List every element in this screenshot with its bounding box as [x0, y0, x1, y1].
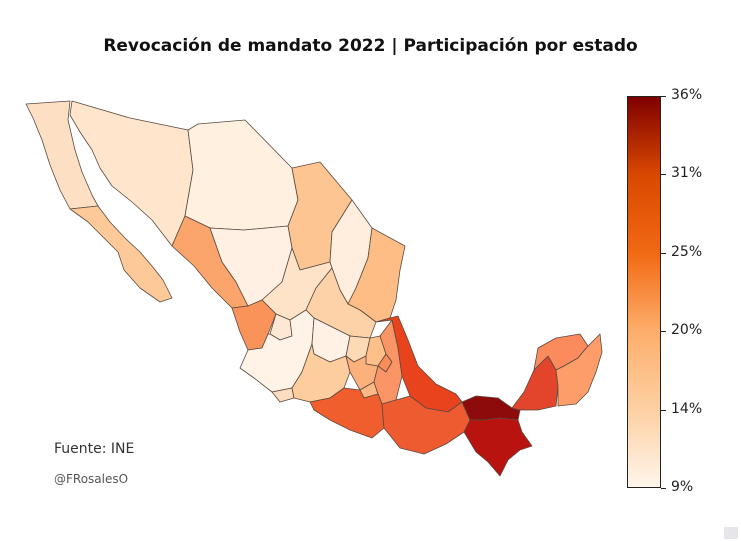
tick-mark	[661, 174, 666, 176]
region-quintana-roo	[555, 333, 603, 407]
source-label: Fuente: INE	[54, 441, 135, 457]
region-jalisco	[239, 309, 315, 393]
region-sonora	[69, 100, 194, 247]
region-baja-california-sur	[69, 205, 173, 303]
corner-mark	[724, 527, 738, 539]
region-chiapas	[463, 417, 533, 477]
tick-mark	[661, 409, 666, 411]
region-tabasco	[461, 395, 521, 421]
colorbar	[627, 96, 661, 488]
tick-label: 20%	[671, 322, 703, 339]
tick-mark	[661, 331, 666, 333]
credit-label: @FRosalesO	[54, 472, 129, 486]
chart-title: Revocación de mandato 2022 | Participaci…	[103, 36, 638, 56]
region-michoacan	[291, 343, 351, 403]
tick-mark	[661, 96, 666, 97]
region-chihuahua	[184, 119, 299, 231]
tick-label: 9%	[671, 479, 694, 495]
tick-mark	[661, 488, 666, 489]
tick-label: 36%	[671, 87, 703, 103]
tick-mark	[661, 252, 666, 254]
tick-label: 31%	[671, 165, 703, 182]
tick-label: 14%	[671, 400, 703, 417]
tick-label: 25%	[671, 243, 703, 260]
